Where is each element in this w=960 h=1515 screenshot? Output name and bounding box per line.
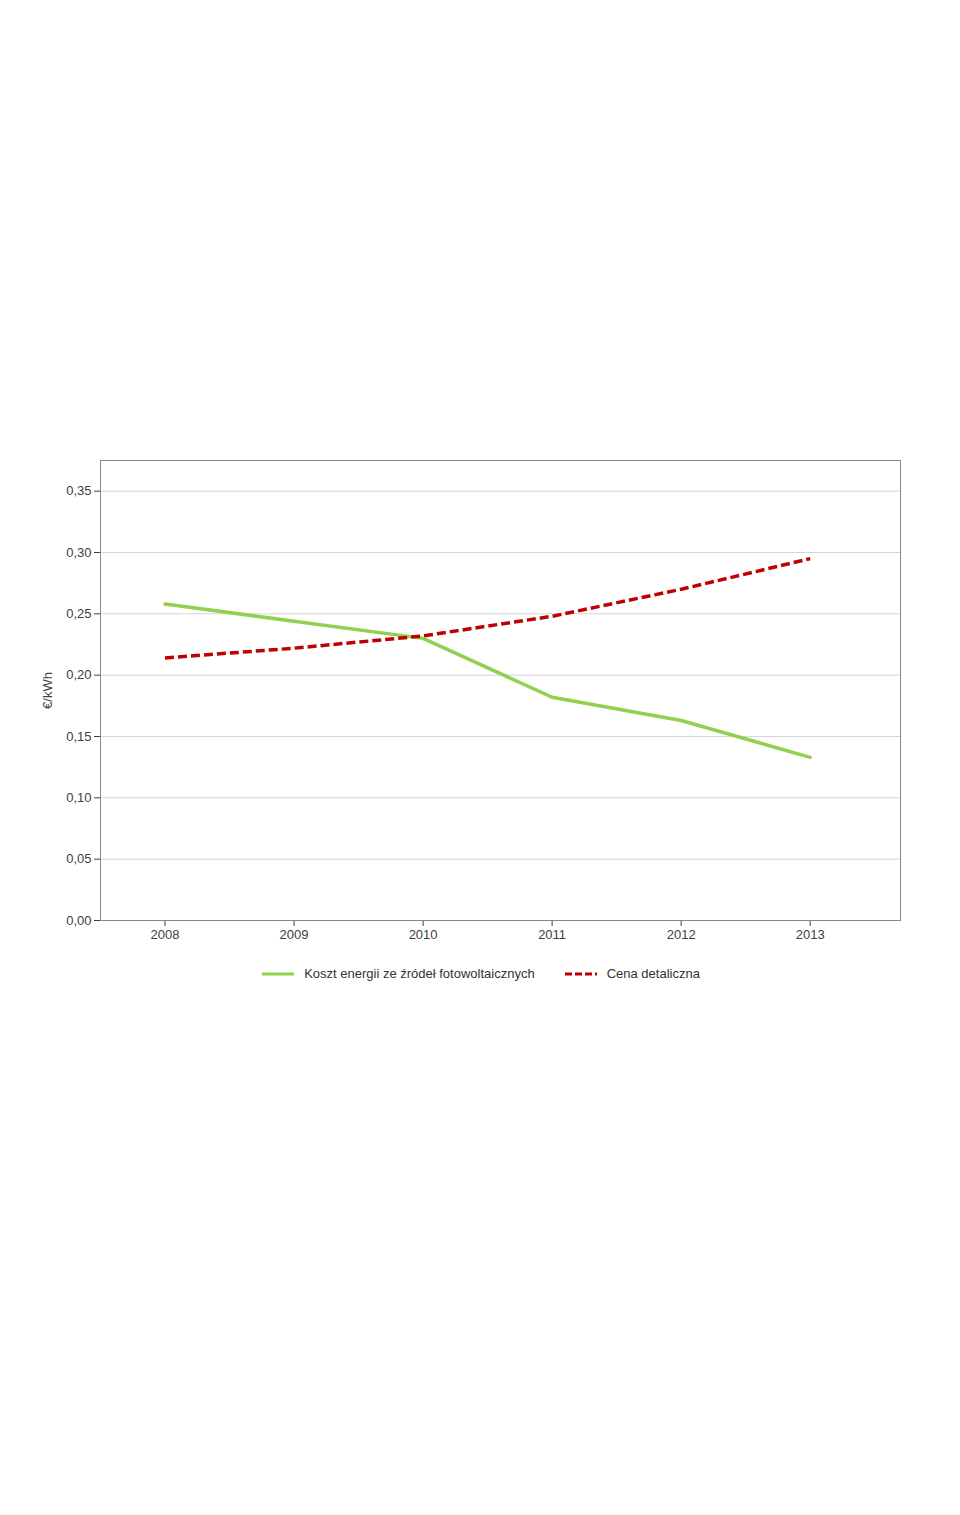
svg-text:2013: 2013 bbox=[796, 927, 825, 942]
svg-text:2009: 2009 bbox=[280, 927, 309, 942]
html-text:Cena detaliczna: Cena detaliczna bbox=[606, 966, 700, 981]
html-text:Koszt energii ze źródeł fotowo: Koszt energii ze źródeł fotowoltaicznych bbox=[304, 966, 535, 981]
svg-text:0,15: 0,15 bbox=[66, 729, 91, 744]
svg-text:0,05: 0,05 bbox=[66, 851, 91, 866]
svg-text:€/kWh: €/kWh bbox=[40, 672, 55, 709]
svg-text:0,20: 0,20 bbox=[66, 667, 91, 682]
svg-text:2008: 2008 bbox=[151, 927, 180, 942]
svg-text:0,35: 0,35 bbox=[66, 483, 91, 498]
svg-text:0,10: 0,10 bbox=[66, 790, 91, 805]
svg-text:2012: 2012 bbox=[667, 927, 696, 942]
svg-text:0,30: 0,30 bbox=[66, 545, 91, 560]
svg-text:2011: 2011 bbox=[538, 927, 566, 942]
svg-text:0,00: 0,00 bbox=[66, 913, 91, 928]
svg-text:2010: 2010 bbox=[409, 927, 438, 942]
svg-text:0,25: 0,25 bbox=[66, 606, 91, 621]
